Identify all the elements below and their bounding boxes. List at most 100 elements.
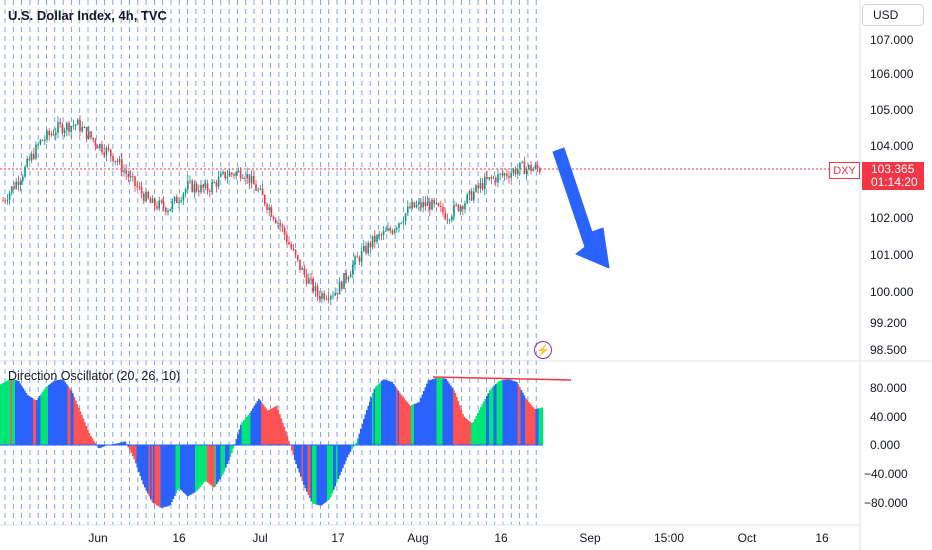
price-tick: 104.000 <box>870 139 914 153</box>
oscillator-bar <box>412 404 415 445</box>
oscillator-bar <box>408 403 410 445</box>
candle-body <box>292 248 295 250</box>
candle-body <box>451 216 453 220</box>
candle-body <box>528 164 530 169</box>
candle-body <box>468 191 471 195</box>
oscillator-bar <box>259 400 262 445</box>
candle-body <box>63 130 66 133</box>
oscillator-bar <box>474 419 476 445</box>
oscillator-bar <box>453 389 455 445</box>
candle-body <box>39 140 42 145</box>
oscillator-bar <box>273 407 275 445</box>
oscillator-bar <box>132 445 134 457</box>
oscillator-bar <box>10 379 13 445</box>
lightning-bolt-icon[interactable]: ⚡ <box>534 341 552 359</box>
oscillator-bar <box>465 418 467 445</box>
candle-body <box>173 196 176 202</box>
oscillator-bar <box>508 379 511 445</box>
oscillator-bar <box>141 445 143 481</box>
oscillator-bar <box>361 423 364 445</box>
candle-body <box>206 183 209 191</box>
candle-body <box>253 175 255 185</box>
candle-body <box>209 190 211 192</box>
oscillator-bar <box>280 418 283 445</box>
candle-body <box>279 222 281 226</box>
oscillator-bar <box>172 445 175 500</box>
oscillator-bar <box>133 445 136 460</box>
candle-body <box>420 202 422 208</box>
oscillator-bar <box>274 406 277 445</box>
oscillator-bar <box>358 433 361 445</box>
candle-body <box>35 144 37 159</box>
candle-body <box>407 206 409 214</box>
candle-body <box>484 176 486 190</box>
oscillator-bar <box>307 445 310 495</box>
oscillator-bar <box>1 383 4 445</box>
candle-body <box>204 183 207 188</box>
candle-body <box>239 170 242 179</box>
candle-body <box>198 190 200 193</box>
oscillator-bar <box>171 445 173 503</box>
candle-body <box>294 249 297 256</box>
vertical-dashed-grid <box>4 0 537 525</box>
candle-body <box>105 147 108 156</box>
oscillator-bar <box>370 397 373 445</box>
candle-body <box>68 123 70 132</box>
oscillator-bar <box>258 398 260 445</box>
candle-body <box>440 206 442 208</box>
candle-body <box>316 286 319 296</box>
candle-body <box>448 219 451 221</box>
oscillator-bar <box>78 407 80 445</box>
candle-body <box>118 159 121 163</box>
candle-body <box>6 199 9 201</box>
oscillator-bar <box>288 440 290 445</box>
oscillator-bar <box>373 388 376 445</box>
candle-body <box>246 173 248 179</box>
oscillator-bar <box>190 445 193 495</box>
candle-body <box>457 204 460 212</box>
oscillator-bar <box>387 380 389 445</box>
oscillator-bar <box>231 445 233 454</box>
oscillator-bar <box>156 445 158 506</box>
oscillator-bar <box>325 445 328 502</box>
oscillator-bar <box>466 419 469 445</box>
time-tick: Jun <box>88 531 108 545</box>
candle-body <box>532 168 534 172</box>
oscillator-bar <box>43 389 46 445</box>
oscillator-bar <box>243 420 245 445</box>
candle-body <box>336 293 339 295</box>
oscillator-bar <box>522 392 524 445</box>
oscillator-bar <box>495 384 497 445</box>
oscillator-bar <box>433 378 436 445</box>
oscillator-bar <box>220 445 223 477</box>
oscillator-bar <box>51 382 53 445</box>
candle-body <box>499 173 501 175</box>
candle-body <box>176 196 178 203</box>
oscillator-bar <box>34 399 37 445</box>
candle-body <box>301 267 303 270</box>
oscillator-bar <box>379 382 382 445</box>
candle-body <box>268 207 270 210</box>
oscillator-bar <box>505 379 508 445</box>
candle-body <box>143 193 145 202</box>
osc-tick: −40.000 <box>864 467 908 481</box>
oscillator-bar <box>328 445 331 500</box>
candle-body <box>338 281 341 295</box>
candle-body <box>299 259 301 270</box>
oscillator-bar <box>130 445 133 454</box>
price-tick: 107.000 <box>870 33 914 47</box>
candle-body <box>259 188 262 190</box>
oscillator-bar <box>366 409 368 445</box>
oscillator-bar <box>124 441 127 445</box>
oscillator-bar <box>159 445 161 508</box>
oscillator-bar <box>306 445 308 492</box>
oscillator-bar <box>253 405 256 445</box>
oscillator-bar <box>184 445 187 495</box>
currency-button[interactable]: USD <box>862 4 924 26</box>
oscillator-bar <box>318 445 320 506</box>
candle-body <box>358 257 361 262</box>
oscillator-bar <box>261 402 263 445</box>
oscillator-bar <box>516 381 518 445</box>
candle-body <box>435 203 438 205</box>
oscillator-bar <box>441 378 443 445</box>
